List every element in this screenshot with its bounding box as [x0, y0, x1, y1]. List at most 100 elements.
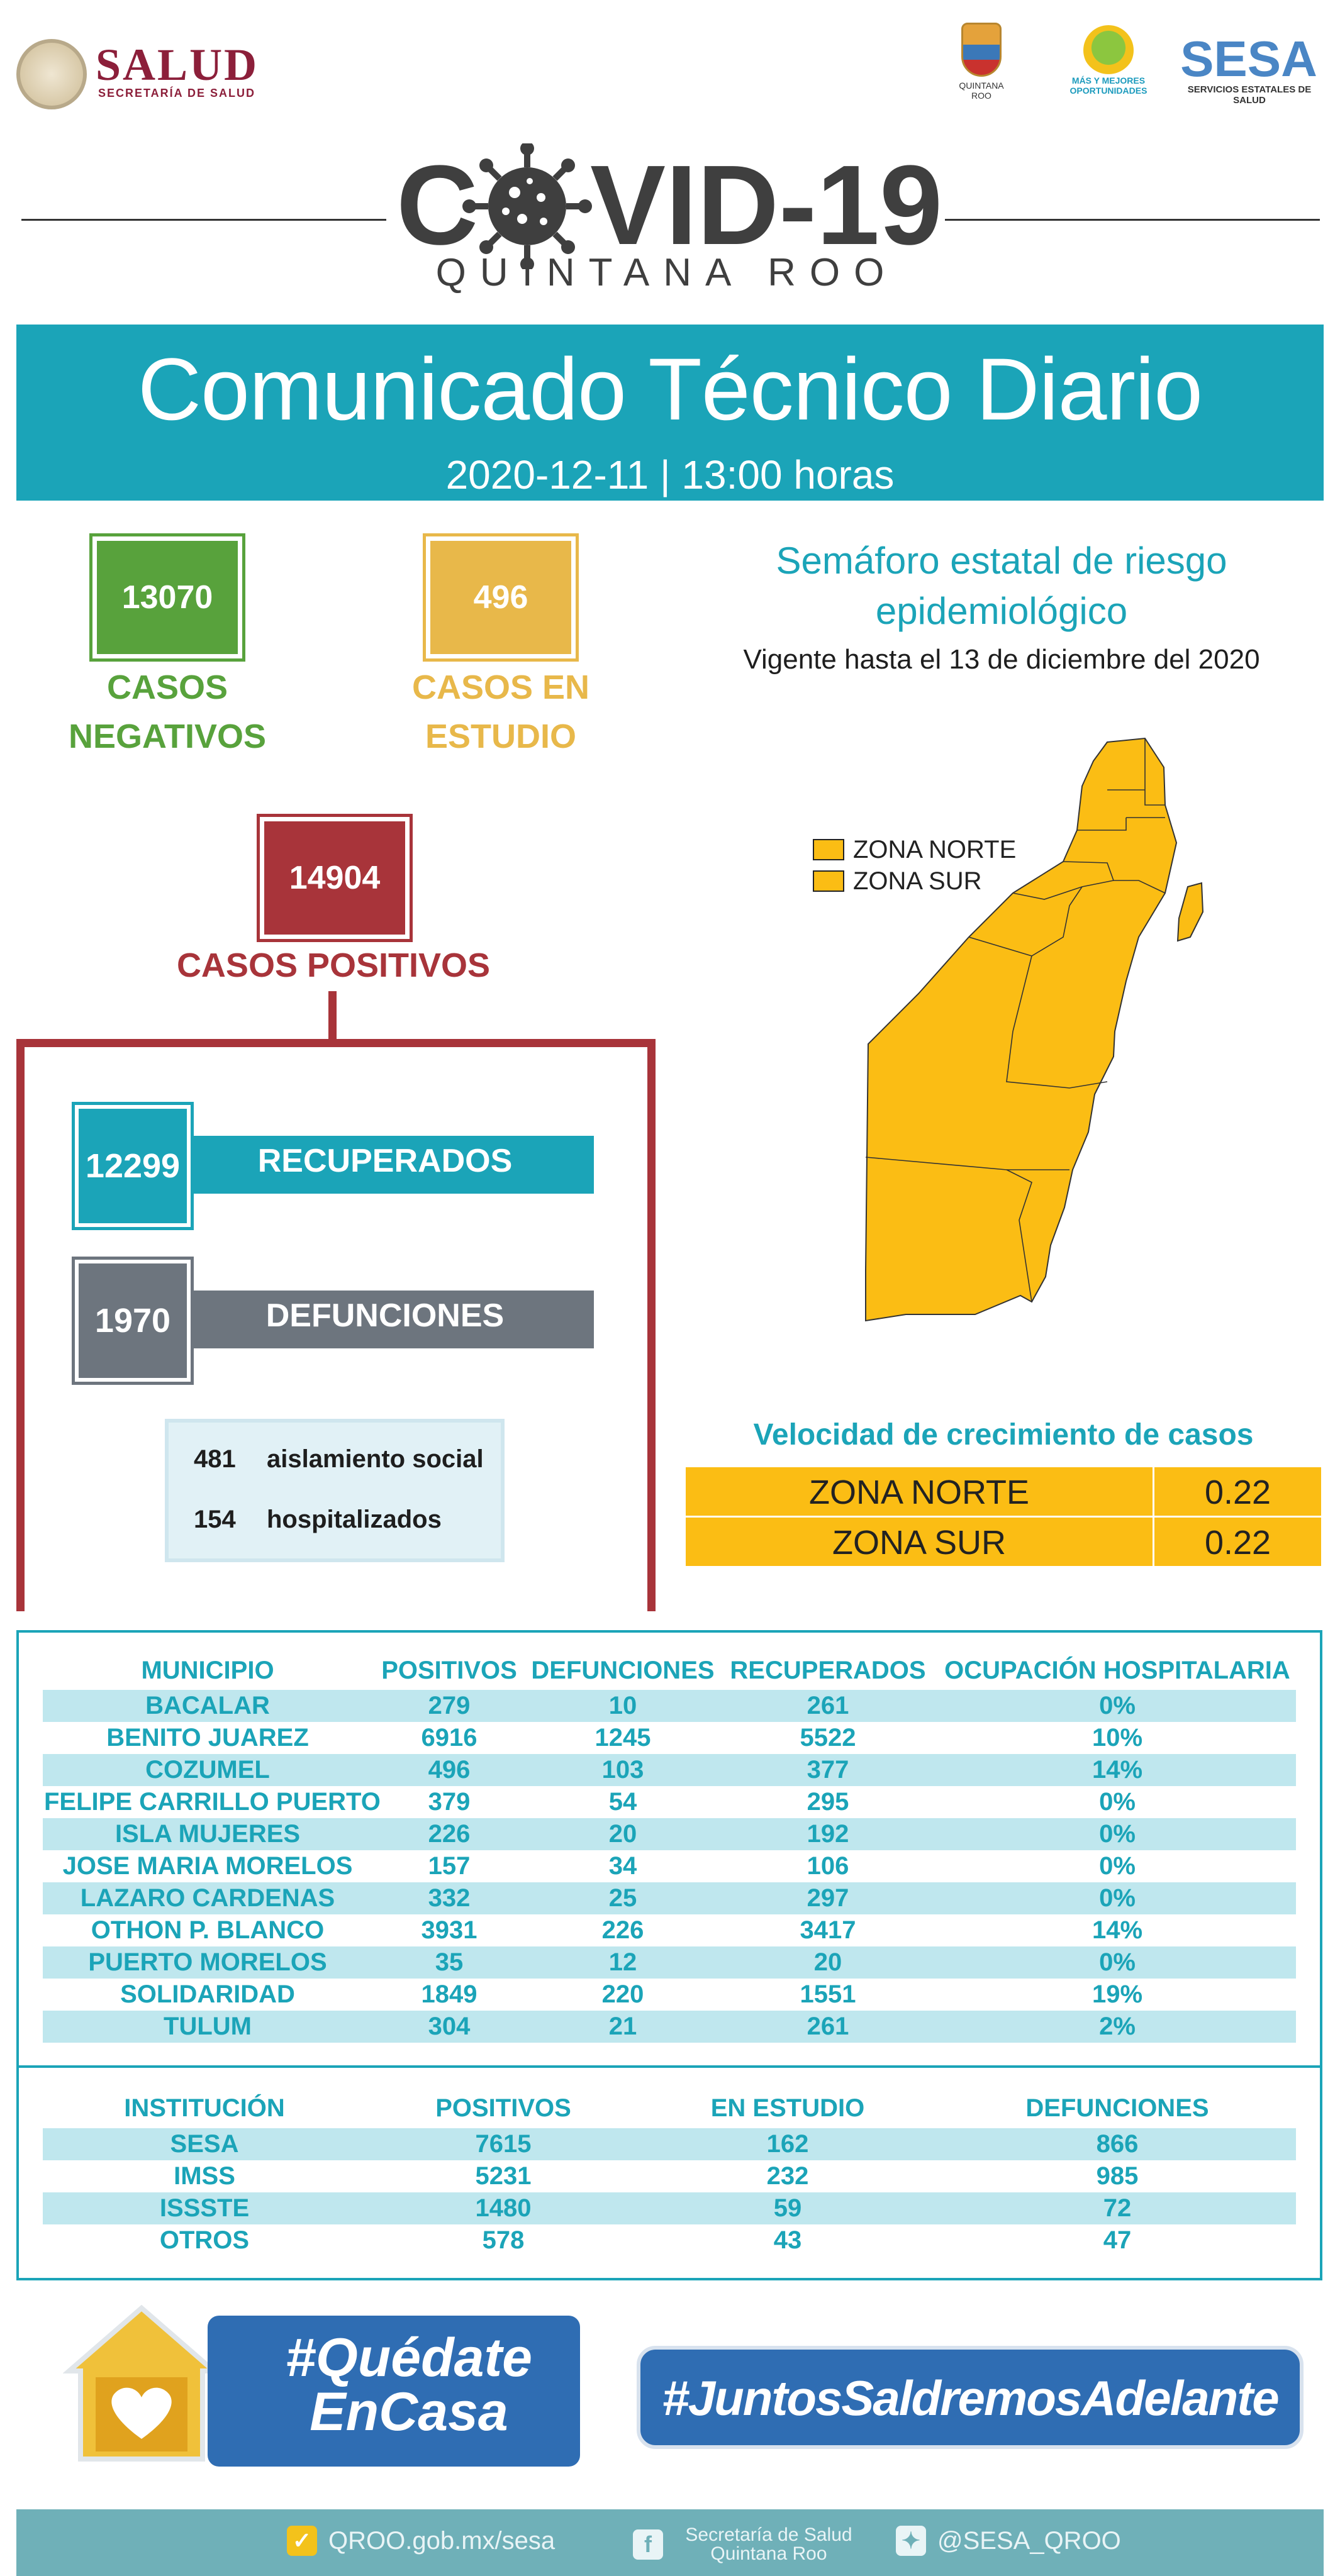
table-cell: TULUM: [164, 2012, 252, 2040]
table-cell: 379: [428, 1788, 471, 1816]
table-cell: IMSS: [174, 2162, 235, 2190]
table-header-cell: RECUPERADOS: [730, 1657, 926, 1684]
table-cell: 1551: [800, 1980, 856, 2008]
table-row: BENITO JUAREZ 6916 1245 5522 10%: [43, 1722, 1296, 1754]
table-cell: 54: [608, 1788, 637, 1816]
negativos-label: CASOS NEGATIVOS: [68, 669, 267, 755]
table-row: OTROS 578 43 47: [43, 2224, 1296, 2257]
footer-twitter[interactable]: ✦ @SESA_QROO: [896, 2526, 1121, 2556]
title-banner: [16, 325, 1324, 501]
positivos-box: 14904: [257, 814, 413, 942]
table-cell: 35: [435, 1948, 464, 1976]
juntos-text: #JuntosSaldremosAdelante: [662, 2370, 1279, 2426]
footer-web[interactable]: ✓ QROO.gob.mx/sesa: [287, 2526, 555, 2556]
table-cell: 220: [601, 1980, 644, 2008]
table-cell: 103: [601, 1756, 644, 1784]
hospitalizados-row: 154 hospitalizados: [194, 1506, 442, 1534]
table-cell: 578: [482, 2226, 525, 2254]
recuperados-bar: RECUPERADOS: [176, 1136, 594, 1194]
table-cell: 3417: [800, 1916, 856, 1944]
info-box: 481 aislamiento social 154 hospitalizados: [165, 1419, 505, 1562]
semaforo-subtitle: Vigente hasta el 13 de diciembre del 202…: [743, 644, 1260, 675]
table-row: FELIPE CARRILLO PUERTO 379 54 295 0%: [43, 1786, 1296, 1818]
velocidad-zona: ZONA SUR: [686, 1518, 1154, 1566]
table-cell: 261: [807, 1692, 849, 1719]
table-cell: 1245: [595, 1724, 651, 1752]
quintana-roo-map: [865, 737, 1204, 1322]
table-cell: PUERTO MORELOS: [88, 1948, 327, 1976]
recuperados-label: RECUPERADOS: [257, 1143, 513, 1179]
table-row: LAZARO CARDENAS 332 25 297 0%: [43, 1882, 1296, 1914]
facebook-icon: f: [633, 2529, 663, 2560]
table-cell: 47: [1103, 2226, 1132, 2254]
table-cell: 3931: [421, 1916, 477, 1944]
table-cell: 226: [428, 1820, 471, 1848]
sesa-logo-subtitle: SERVICIOS ESTATALES DE SALUD: [1187, 84, 1312, 106]
table-cell: 304: [428, 2012, 471, 2040]
table-cell: 297: [807, 1884, 849, 1912]
defunciones-value: 1970: [79, 1263, 187, 1378]
covid-title: C VID-19: [396, 143, 942, 269]
table-cell: 14%: [1092, 1916, 1143, 1944]
cozumel-island: [1176, 882, 1204, 942]
velocidad-valor: 0.22: [1204, 1474, 1271, 1511]
table-cell: 10%: [1092, 1724, 1143, 1752]
footer: [16, 2509, 1324, 2576]
title-rule-right: [945, 219, 1320, 221]
table-cell: 866: [1096, 2130, 1139, 2158]
banner-date: 2020-12-11 | 13:00 horas: [445, 452, 895, 497]
table-cell: 0%: [1099, 1884, 1136, 1912]
quedate-text: #Quédate EnCasa: [239, 2331, 579, 2439]
footer-twitter-text: @SESA_QROO: [937, 2526, 1121, 2555]
covid-title-rest: VID-19: [590, 143, 942, 269]
estudio-value: 496: [430, 541, 571, 654]
table-cell: 14%: [1092, 1756, 1143, 1784]
table-cell: 43: [773, 2226, 802, 2254]
positivos-label: CASOS POSITIVOS: [176, 947, 491, 984]
table-cell: 72: [1103, 2194, 1132, 2222]
legend-label-norte: ZONA NORTE: [853, 835, 1017, 863]
bracket-stem: [328, 991, 337, 1044]
table-row: PUERTO MORELOS 35 12 20 0%: [43, 1946, 1296, 1979]
table-cell: OTROS: [159, 2226, 250, 2254]
mas-mejores-logo: MÁS Y MEJORES OPORTUNIDADES: [1069, 25, 1147, 113]
tables-frame: [16, 1630, 1322, 2280]
table-cell: 0%: [1099, 1788, 1136, 1816]
title-rule-left: [21, 219, 386, 221]
table-cell: 19%: [1092, 1980, 1143, 2008]
table-header-cell: POSITIVOS: [435, 2094, 571, 2122]
footer-facebook-text: Secretaría de Salud Quintana Roo: [685, 2524, 852, 2564]
table-cell: 7615: [475, 2130, 532, 2158]
recuperados-box: 12299: [72, 1102, 194, 1230]
juntos-banner: [637, 2346, 1304, 2449]
quintana-roo-shield-icon: [961, 23, 1002, 77]
table-cell: ISLA MUJERES: [114, 1820, 301, 1848]
table-cell: 0%: [1099, 1820, 1136, 1848]
tables-divider: [16, 2065, 1322, 2068]
table-cell: 162: [766, 2130, 809, 2158]
table-cell: 1480: [475, 2194, 532, 2222]
table-cell: ISSSTE: [159, 2194, 250, 2222]
table-row: TULUM 304 21 261 2%: [43, 2011, 1296, 2043]
mas-mejores-text: MÁS Y MEJORES OPORTUNIDADES: [1069, 75, 1147, 96]
table-cell: 985: [1096, 2162, 1139, 2190]
table-cell: SESA: [170, 2130, 239, 2158]
table-cell: 12: [608, 1948, 637, 1976]
defunciones-box: 1970: [72, 1257, 194, 1385]
table-cell: 232: [766, 2162, 809, 2190]
banner-title: Comunicado Técnico Diario: [137, 340, 1203, 438]
table-cell: 261: [807, 2012, 849, 2040]
table-cell: BENITO JUAREZ: [106, 1724, 309, 1752]
municipio-borders: [865, 738, 1166, 1302]
footer-facebook[interactable]: f Secretaría de Salud Quintana Roo: [633, 2526, 863, 2563]
legend-label-sur: ZONA SUR: [853, 867, 982, 895]
negativos-value: 13070: [97, 541, 238, 654]
defunciones-bar: DEFUNCIONES: [176, 1291, 594, 1348]
velocidad-row: ZONA NORTE 0.22: [686, 1465, 1321, 1516]
table-header-cell: DEFUNCIONES: [531, 1657, 715, 1684]
estudio-label: CASOS EN ESTUDIO: [411, 669, 590, 755]
table-cell: 377: [807, 1756, 849, 1784]
table-cell: 25: [608, 1884, 637, 1912]
aislamiento-label: aislamiento social: [267, 1445, 484, 1473]
mexico-seal-logo: [16, 39, 87, 109]
